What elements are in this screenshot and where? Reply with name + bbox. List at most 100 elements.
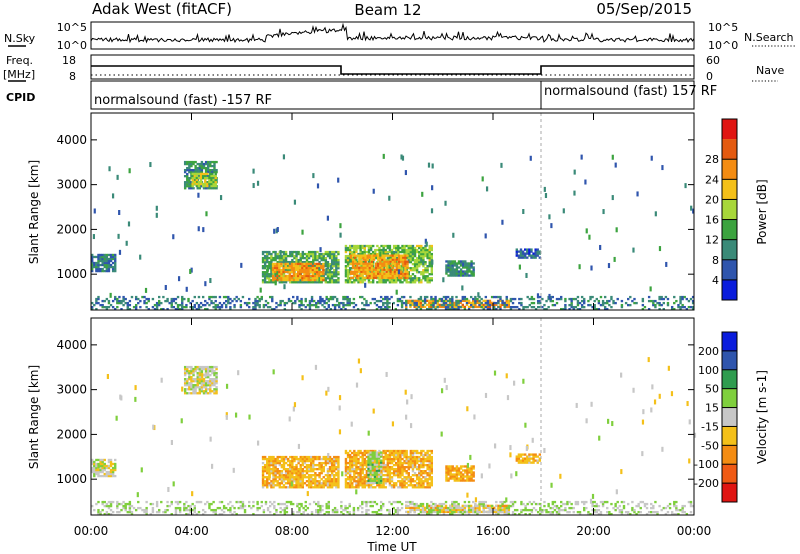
data-cell <box>368 266 372 269</box>
data-cell <box>183 187 187 190</box>
data-cell <box>459 473 463 476</box>
data-cell <box>276 482 279 485</box>
data-cell <box>528 252 531 255</box>
data-cell <box>382 307 385 311</box>
data-cell <box>305 270 308 274</box>
data-cell <box>413 463 417 467</box>
data-cell <box>351 262 355 265</box>
data-cell <box>365 465 369 469</box>
data-cell <box>395 484 398 487</box>
data-cell <box>202 386 206 389</box>
data-cell <box>330 254 334 258</box>
data-cell <box>469 295 473 299</box>
data-cell <box>371 267 375 270</box>
data-cell <box>271 266 275 270</box>
data-cell <box>418 459 421 463</box>
data-cell <box>386 453 390 457</box>
data-cell <box>497 508 500 512</box>
data-cell <box>122 506 125 510</box>
data-cell <box>329 295 333 299</box>
data-cell <box>382 459 385 463</box>
data-cell <box>599 244 602 250</box>
data-cell <box>177 276 181 282</box>
data-cell <box>289 484 292 487</box>
data-cell <box>599 295 603 299</box>
data-cell <box>351 476 354 479</box>
data-cell <box>315 274 319 278</box>
data-cell <box>679 301 682 305</box>
data-cell <box>374 461 377 465</box>
data-cell <box>105 253 109 257</box>
data-cell <box>359 265 362 268</box>
data-cell <box>335 279 338 282</box>
data-cell <box>266 250 269 254</box>
data-cell <box>101 464 104 468</box>
data-cell <box>330 279 334 282</box>
data-cell <box>310 299 314 303</box>
data-cell <box>196 375 199 379</box>
data-cell <box>335 297 339 301</box>
data-cell <box>388 256 392 260</box>
data-cell <box>474 295 477 299</box>
data-cell <box>170 303 173 307</box>
data-cell <box>197 303 201 307</box>
data-cell <box>392 455 396 459</box>
data-cell <box>103 269 106 273</box>
data-cell <box>186 369 189 373</box>
data-cell <box>325 267 328 273</box>
data-cell <box>374 486 377 489</box>
data-cell <box>286 470 290 473</box>
data-cell <box>404 262 407 265</box>
data-cell <box>530 301 534 305</box>
data-cell <box>358 270 361 273</box>
data-cell <box>204 281 207 287</box>
data-cell <box>397 244 400 248</box>
data-cell <box>465 297 469 301</box>
data-cell <box>392 252 396 256</box>
data-cell <box>188 185 191 188</box>
data-cell <box>462 477 465 480</box>
data-cell <box>403 248 406 252</box>
data-cell <box>270 459 273 463</box>
data-cell <box>371 467 374 470</box>
data-cell <box>377 270 380 273</box>
data-cell <box>239 303 243 307</box>
data-cell <box>493 305 496 309</box>
data-cell <box>274 258 277 262</box>
data-cell <box>430 269 433 272</box>
data-cell <box>199 180 203 184</box>
data-cell <box>430 307 433 311</box>
data-cell <box>424 451 427 455</box>
data-cell <box>390 269 394 272</box>
data-cell <box>239 299 243 303</box>
data-cell <box>344 281 348 284</box>
data-cell <box>346 451 350 455</box>
data-cell <box>375 463 379 466</box>
data-cell <box>189 301 192 305</box>
data-cell <box>418 470 421 473</box>
data-cell <box>274 280 277 286</box>
data-cell <box>259 287 262 293</box>
data-cell <box>346 482 350 485</box>
data-cell <box>273 307 276 311</box>
data-cell <box>268 256 271 260</box>
data-cell <box>470 473 473 476</box>
data-cell <box>468 264 471 267</box>
data-cell <box>335 275 338 278</box>
data-cell <box>380 281 383 284</box>
data-cell <box>261 465 265 469</box>
data-cell <box>420 244 423 248</box>
data-cell <box>564 305 567 309</box>
data-cell <box>198 382 202 385</box>
data-cell <box>395 470 398 473</box>
data-cell <box>362 256 365 259</box>
data-cell <box>539 299 542 303</box>
data-cell <box>286 278 289 282</box>
freq-label-1: Freq. <box>6 54 33 67</box>
data-cell <box>349 270 353 273</box>
data-cell <box>421 305 425 309</box>
data-cell <box>406 264 409 267</box>
data-cell <box>322 258 325 262</box>
data-cell <box>422 246 425 250</box>
data-cell <box>284 262 287 266</box>
